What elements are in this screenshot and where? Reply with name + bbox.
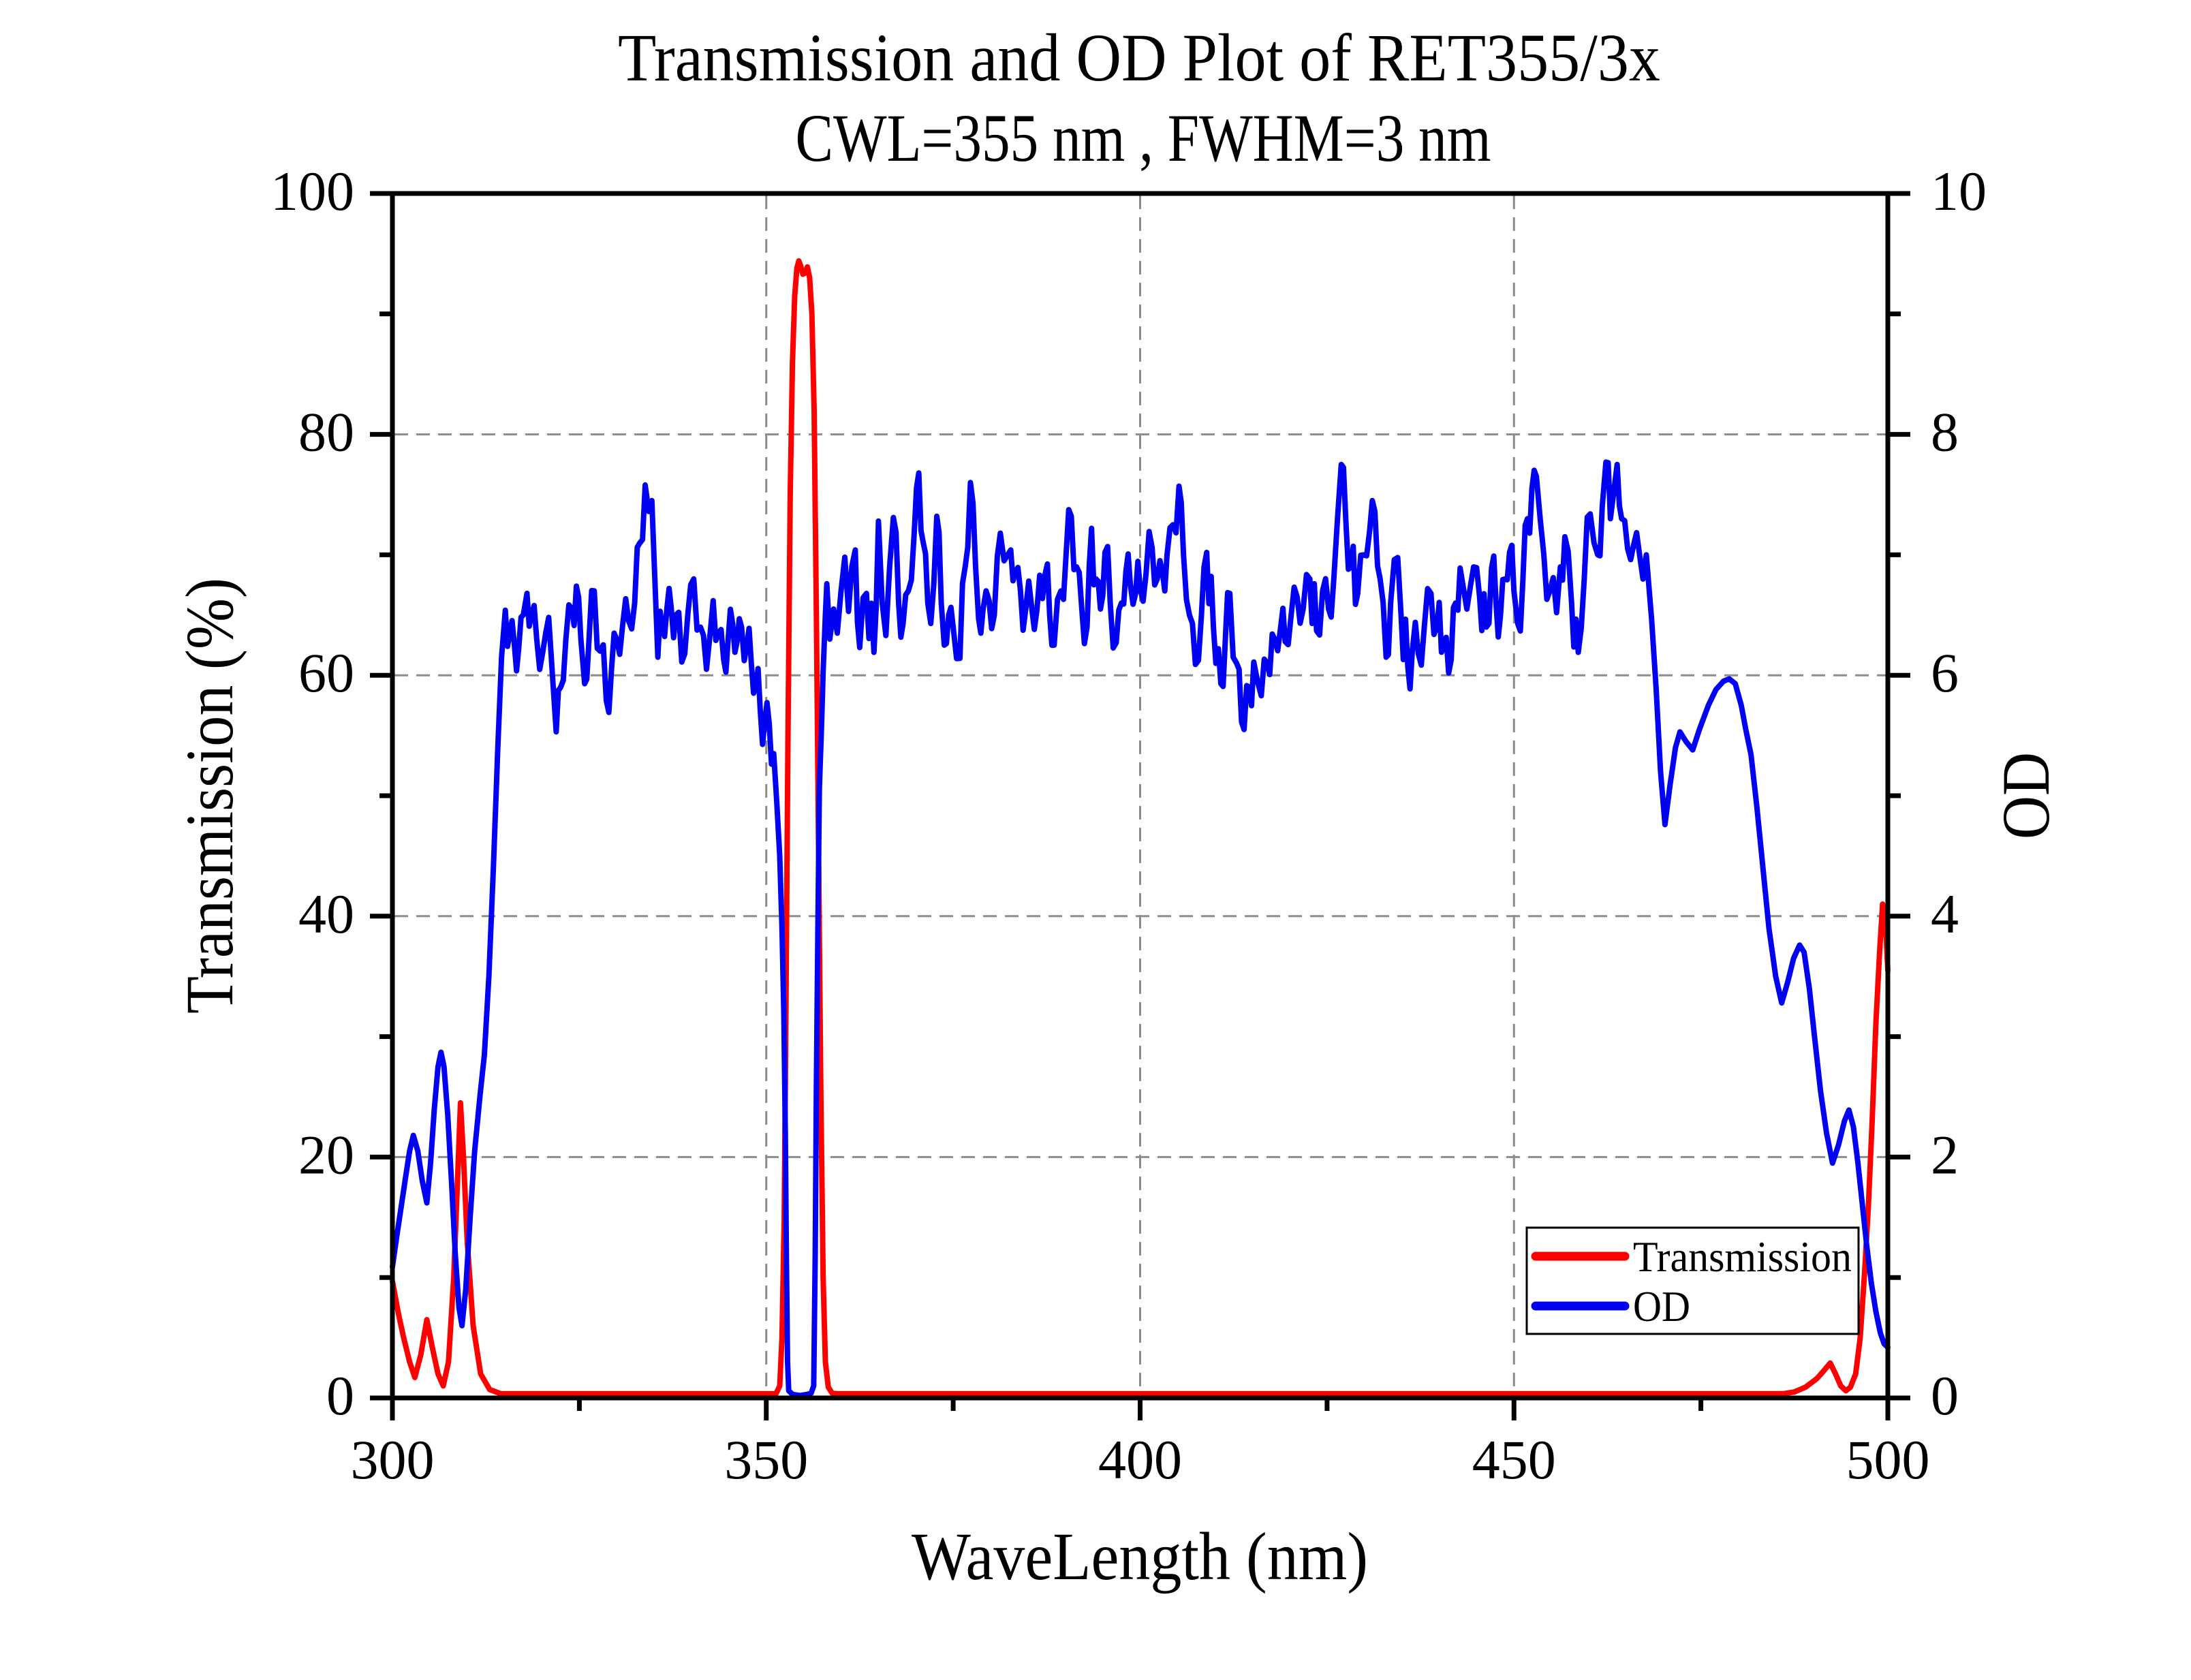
svg-text:CWL=355 nm , FWHM=3 nm: CWL=355 nm , FWHM=3 nm: [796, 100, 1491, 176]
svg-text:WaveLength (nm): WaveLength (nm): [912, 1519, 1368, 1594]
svg-text:6: 6: [1931, 642, 1959, 704]
svg-text:80: 80: [298, 401, 354, 463]
svg-text:350: 350: [724, 1429, 808, 1491]
svg-text:0: 0: [326, 1365, 354, 1427]
svg-text:400: 400: [1098, 1429, 1182, 1491]
svg-text:Transmission (%): Transmission (%): [172, 578, 247, 1014]
svg-text:Transmission: Transmission: [1633, 1233, 1852, 1281]
svg-text:10: 10: [1931, 160, 1987, 222]
svg-text:OD: OD: [1633, 1283, 1690, 1331]
svg-text:2: 2: [1931, 1123, 1959, 1185]
svg-text:Transmission and OD Plot of RE: Transmission and OD Plot of RET355/3x: [618, 20, 1660, 95]
svg-text:20: 20: [298, 1123, 354, 1185]
svg-text:OD: OD: [1988, 752, 2064, 839]
svg-text:450: 450: [1472, 1429, 1556, 1491]
svg-text:40: 40: [298, 883, 354, 945]
svg-text:8: 8: [1931, 401, 1959, 463]
svg-text:100: 100: [270, 160, 354, 222]
svg-text:300: 300: [351, 1429, 435, 1491]
svg-text:4: 4: [1931, 883, 1959, 945]
svg-text:500: 500: [1846, 1429, 1930, 1491]
svg-text:0: 0: [1931, 1365, 1959, 1427]
svg-text:60: 60: [298, 642, 354, 704]
